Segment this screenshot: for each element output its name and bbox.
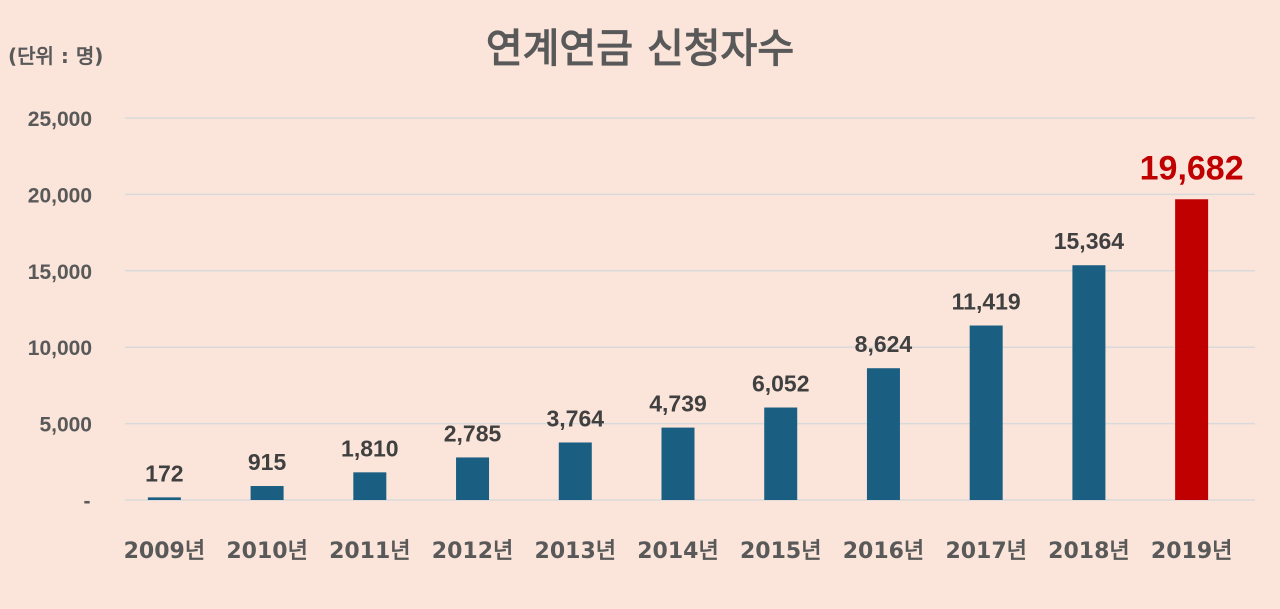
x-tick-label: 2016년 — [843, 539, 924, 564]
bars — [147, 199, 1209, 500]
bar — [866, 368, 900, 500]
x-tick-label: 2012년 — [432, 539, 513, 564]
data-label: 6,052 — [752, 371, 810, 397]
data-label: 19,682 — [1140, 149, 1244, 187]
bar — [661, 427, 695, 500]
x-tick-label: 2013년 — [535, 539, 616, 564]
data-label: 15,364 — [1054, 228, 1125, 254]
x-tick-label: 2009년 — [124, 539, 205, 564]
bar — [456, 457, 490, 500]
x-tick-label: 2014년 — [637, 539, 718, 564]
data-label: 11,419 — [952, 289, 1021, 315]
y-axis-ticks: - 5,000 10,000 15,000 20,000 25,000 — [28, 108, 92, 513]
bar — [1175, 199, 1209, 500]
chart-title: 연계연금 신청자수 — [486, 26, 794, 72]
y-tick-label: 15,000 — [28, 261, 92, 284]
x-tick-label: 2019년 — [1151, 539, 1232, 564]
y-tick-label: 5,000 — [39, 414, 92, 437]
gridlines — [125, 117, 1255, 501]
y-tick-label: 10,000 — [28, 337, 92, 360]
bar — [1072, 265, 1106, 500]
bar — [969, 325, 1003, 500]
x-tick-label: 2018년 — [1048, 539, 1129, 564]
bar — [558, 442, 592, 500]
data-label: 3,764 — [546, 405, 604, 431]
bar — [147, 497, 181, 500]
x-tick-label: 2017년 — [945, 539, 1026, 564]
data-label: 915 — [248, 449, 287, 475]
bar — [250, 486, 284, 500]
data-label: 172 — [145, 460, 183, 486]
x-axis-ticks: 2009년 2010년 2011년 2012년 2013년 2014년 2015년 2016년… — [124, 539, 1233, 564]
y-tick-label: - — [84, 490, 91, 513]
data-labels: 172 915 1,810 2,785 3,764 4,739 6,052 8,624 11,4… — [145, 149, 1243, 486]
bar — [353, 472, 387, 500]
data-label: 2,785 — [444, 420, 502, 446]
data-label: 1,810 — [341, 435, 399, 461]
y-tick-label: 20,000 — [28, 184, 92, 207]
y-tick-label: 25,000 — [28, 108, 92, 131]
x-tick-label: 2010년 — [226, 539, 307, 564]
data-label: 8,624 — [855, 331, 913, 357]
data-label: 4,739 — [649, 391, 707, 417]
x-tick-label: 2011년 — [329, 539, 410, 564]
x-tick-label: 2015년 — [740, 539, 821, 564]
unit-label: (단위 : 명) — [8, 44, 103, 68]
bar — [764, 407, 798, 500]
